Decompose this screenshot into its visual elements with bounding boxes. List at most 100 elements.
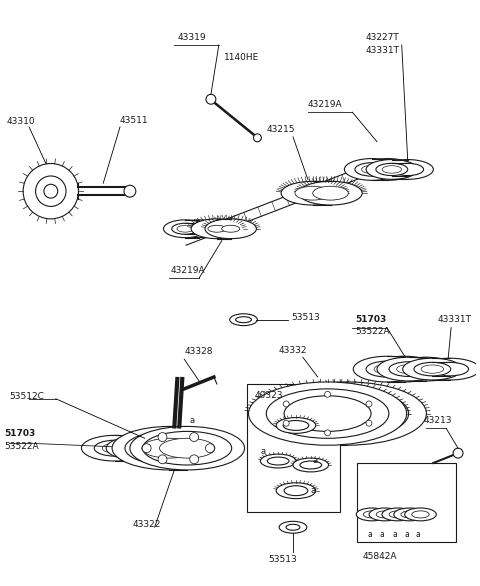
Text: a: a [380, 530, 384, 539]
Ellipse shape [376, 163, 408, 176]
Circle shape [205, 444, 215, 452]
Ellipse shape [355, 163, 389, 176]
Text: 53522A: 53522A [355, 327, 390, 336]
Ellipse shape [130, 427, 244, 470]
Ellipse shape [82, 435, 149, 461]
Text: 43219A: 43219A [308, 100, 342, 109]
Ellipse shape [396, 364, 420, 374]
Text: a: a [311, 486, 316, 495]
Ellipse shape [420, 358, 480, 380]
Ellipse shape [293, 458, 329, 472]
Ellipse shape [186, 223, 213, 234]
Ellipse shape [403, 358, 462, 380]
Ellipse shape [356, 508, 388, 521]
Text: 43319: 43319 [177, 33, 206, 42]
Ellipse shape [106, 437, 169, 460]
Ellipse shape [177, 220, 221, 238]
Text: 1140HE: 1140HE [224, 53, 259, 62]
Ellipse shape [300, 461, 322, 469]
Text: a: a [313, 455, 318, 465]
Ellipse shape [276, 483, 316, 499]
Text: 51703: 51703 [4, 429, 36, 438]
Circle shape [453, 448, 463, 458]
Text: 43511: 43511 [120, 115, 149, 124]
Bar [357, 463, 456, 542]
Ellipse shape [363, 511, 381, 518]
Ellipse shape [407, 362, 446, 376]
Ellipse shape [286, 389, 408, 438]
Ellipse shape [143, 431, 232, 465]
Text: 43331T: 43331T [365, 46, 399, 55]
Text: 43322: 43322 [133, 520, 161, 529]
Text: 43328: 43328 [184, 347, 213, 356]
Text: 43215: 43215 [266, 125, 295, 134]
Text: 40323: 40323 [254, 391, 283, 400]
Ellipse shape [159, 438, 215, 458]
Ellipse shape [401, 511, 418, 518]
Ellipse shape [172, 223, 199, 234]
Circle shape [36, 176, 66, 206]
Ellipse shape [283, 421, 309, 430]
Circle shape [190, 432, 199, 441]
Ellipse shape [389, 511, 407, 518]
Text: a: a [405, 530, 409, 539]
Circle shape [142, 444, 151, 452]
Bar [247, 384, 340, 512]
Ellipse shape [281, 181, 344, 205]
Text: 53513: 53513 [268, 556, 297, 564]
Circle shape [190, 455, 199, 464]
Ellipse shape [284, 396, 371, 431]
Ellipse shape [112, 427, 227, 470]
Text: a: a [416, 530, 420, 539]
Text: a: a [260, 447, 265, 456]
Circle shape [124, 185, 136, 197]
Ellipse shape [361, 165, 383, 173]
Ellipse shape [118, 441, 157, 455]
Ellipse shape [286, 524, 300, 530]
Ellipse shape [320, 189, 342, 197]
Ellipse shape [124, 437, 187, 460]
Circle shape [158, 455, 167, 464]
Circle shape [366, 420, 372, 426]
Ellipse shape [395, 357, 458, 381]
Ellipse shape [344, 159, 400, 180]
Circle shape [23, 163, 79, 219]
Text: 43331T: 43331T [437, 315, 471, 324]
Ellipse shape [394, 508, 425, 521]
Ellipse shape [295, 186, 331, 200]
Text: 53512C: 53512C [9, 392, 44, 401]
Ellipse shape [432, 362, 468, 376]
Text: 43219A: 43219A [170, 266, 205, 275]
Ellipse shape [405, 508, 436, 521]
Ellipse shape [412, 511, 429, 518]
Ellipse shape [301, 189, 324, 197]
Ellipse shape [99, 435, 167, 461]
Ellipse shape [374, 364, 400, 374]
Ellipse shape [313, 186, 348, 200]
Ellipse shape [136, 441, 175, 455]
Ellipse shape [268, 382, 426, 445]
Ellipse shape [276, 418, 316, 434]
Ellipse shape [389, 362, 428, 376]
Text: 43227T: 43227T [365, 33, 399, 42]
Text: 53522A: 53522A [4, 442, 39, 451]
Ellipse shape [125, 431, 214, 465]
Ellipse shape [142, 438, 197, 458]
Ellipse shape [205, 219, 256, 239]
Circle shape [158, 432, 167, 441]
Text: a: a [189, 416, 194, 425]
Ellipse shape [299, 181, 362, 205]
Ellipse shape [382, 166, 402, 173]
Ellipse shape [177, 226, 193, 232]
Ellipse shape [366, 361, 408, 377]
Ellipse shape [260, 454, 296, 468]
Text: 43332: 43332 [278, 346, 307, 355]
Ellipse shape [414, 362, 451, 376]
Ellipse shape [366, 159, 418, 179]
Ellipse shape [353, 356, 420, 382]
Circle shape [324, 430, 331, 436]
Ellipse shape [376, 511, 394, 518]
Text: 45842A: 45842A [362, 553, 396, 561]
Circle shape [283, 420, 289, 426]
Ellipse shape [236, 316, 252, 323]
